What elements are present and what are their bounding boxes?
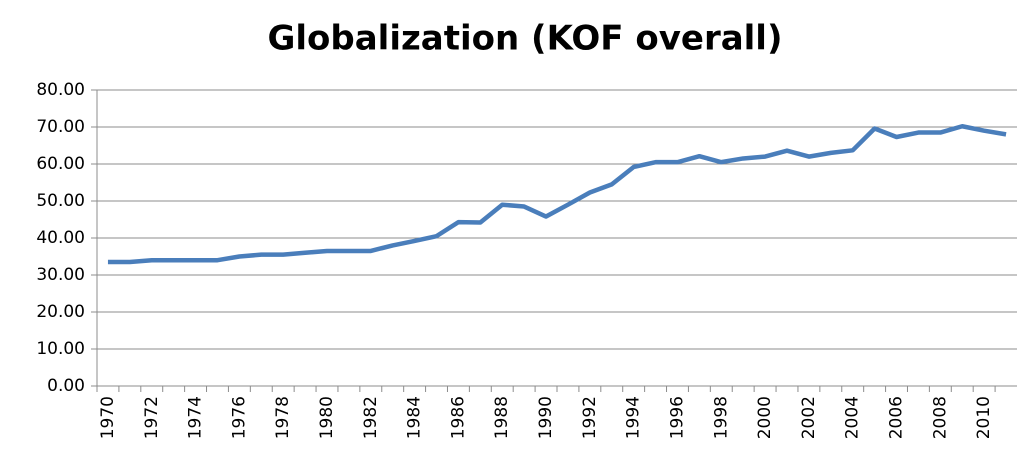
x-tick-label: 2000	[755, 396, 775, 439]
x-tick-label: 1996	[667, 396, 687, 439]
y-tick-label: 80.00	[36, 80, 85, 100]
x-tick-label: 1980	[317, 396, 337, 439]
x-tick-label: 1984	[405, 396, 425, 439]
y-tick-label: 40.00	[36, 228, 85, 248]
x-tick-label: 2006	[887, 396, 907, 439]
x-tick-label: 1986	[448, 396, 468, 439]
chart-title: Globalization (KOF overall)	[267, 19, 782, 59]
x-tick-label: 1978	[273, 396, 293, 439]
x-tick-label: 1988	[492, 396, 512, 439]
x-tick-label: 1970	[98, 396, 118, 439]
y-tick-label: 0.00	[47, 376, 85, 396]
y-tick-label: 50.00	[36, 191, 85, 211]
x-tick-label: 1994	[624, 396, 644, 439]
x-tick-label: 1976	[229, 396, 249, 439]
x-tick-label: 1974	[186, 396, 206, 439]
y-tick-label: 10.00	[36, 339, 85, 359]
y-tick-label: 30.00	[36, 265, 85, 285]
x-tick-label: 2002	[799, 396, 819, 439]
x-tick-label: 2010	[974, 396, 994, 439]
x-tick-label: 2008	[930, 396, 950, 439]
data-line	[107, 124, 1007, 265]
x-tick-label: 1972	[142, 396, 162, 439]
x-tick-label: 1982	[361, 396, 381, 439]
x-tick-label: 2004	[843, 396, 863, 439]
x-tick-label: 1990	[536, 396, 556, 439]
y-tick-label: 70.00	[36, 117, 85, 137]
y-tick-label: 20.00	[36, 302, 85, 322]
x-tick-label: 1992	[580, 396, 600, 439]
x-tick-label: 1998	[711, 396, 731, 439]
y-tick-label: 60.00	[36, 154, 85, 174]
